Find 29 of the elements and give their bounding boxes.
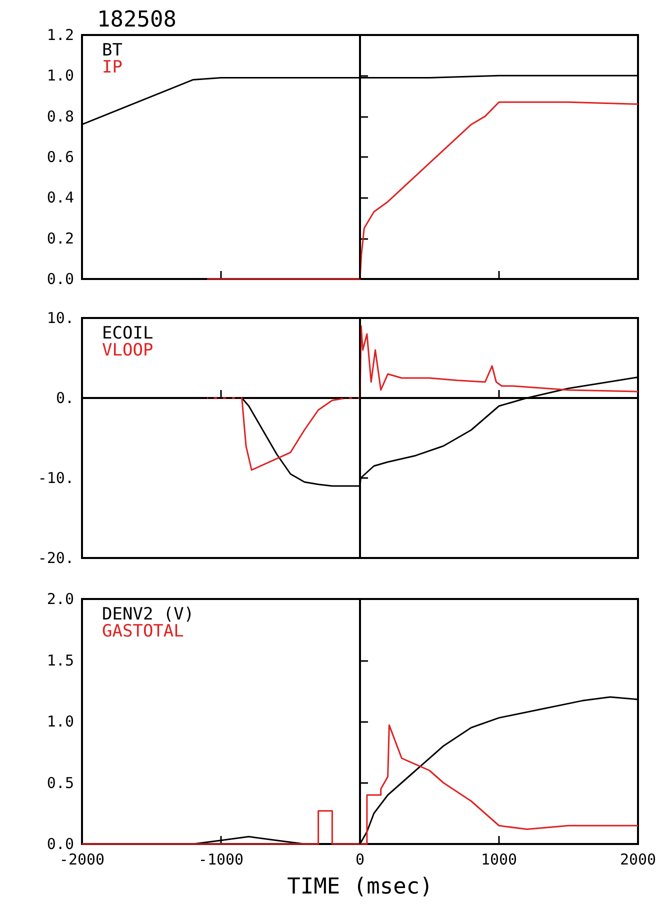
- x-tick-label: 0: [355, 850, 365, 868]
- x-tick-label: -2000: [59, 850, 105, 868]
- x-tick-label: 2000: [620, 850, 656, 868]
- text: BT: [102, 40, 122, 60]
- y-tick-label: 0.: [56, 389, 74, 407]
- text: IP: [102, 58, 122, 78]
- text: ECOIL: [102, 324, 154, 344]
- x-axis-title: TIME (msec): [287, 874, 433, 900]
- y-tick-label: -10.: [38, 469, 74, 487]
- y-tick-label: 0.4: [46, 188, 74, 207]
- text: DENV2 (V): [102, 604, 194, 624]
- y-tick-label: 0.0: [46, 835, 74, 853]
- y-tick-label: -20.: [38, 549, 74, 567]
- y-tick-label: 1.0: [46, 712, 74, 730]
- y-tick-label: 0.5: [46, 774, 74, 792]
- text: VLOOP: [102, 340, 154, 360]
- y-tick-label: 0.6: [46, 148, 74, 166]
- y-tick-label: 1.5: [46, 651, 74, 670]
- y-tick-label: 1.0: [46, 66, 74, 85]
- y-tick-label: 2.0: [46, 590, 74, 608]
- y-tick-label: 0.2: [46, 229, 74, 248]
- y-tick-label: 10.: [46, 309, 74, 327]
- x-tick-label: 1000: [480, 850, 518, 868]
- y-tick-label: 0.0: [46, 270, 74, 288]
- x-tick-label: -1000: [198, 850, 244, 868]
- y-tick-label: 1.2: [46, 26, 74, 44]
- y-tick-label: 0.8: [46, 107, 74, 126]
- text: GASTOTAL: [102, 622, 184, 642]
- chart-title: 182508: [97, 8, 176, 32]
